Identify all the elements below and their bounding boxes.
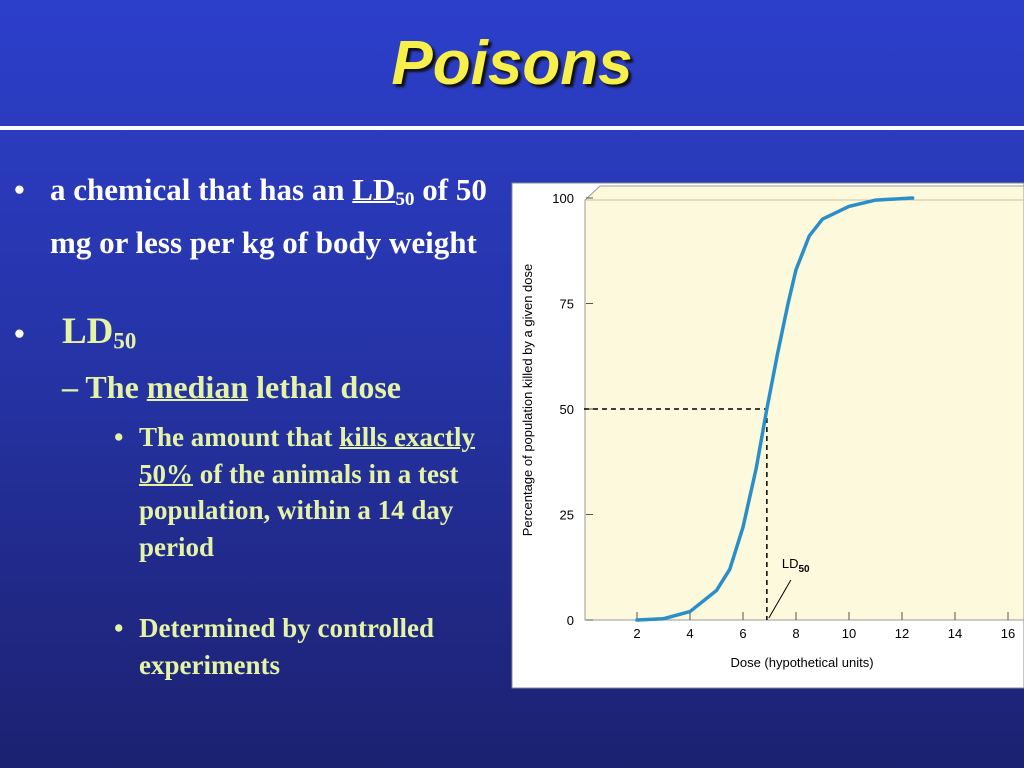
bullet-mark: • xyxy=(114,613,124,643)
annotation: LD50 xyxy=(782,556,810,575)
y-tick-label: 25 xyxy=(560,508,574,523)
sub-sub-bullet: Determined by controlled experiments xyxy=(139,613,434,680)
bullet: LD50 xyxy=(62,310,136,364)
underlined-term: median xyxy=(146,369,249,405)
text: LD xyxy=(62,311,114,352)
text: of the animals in a test population, wit… xyxy=(139,458,459,562)
x-tick-label: 4 xyxy=(686,626,693,641)
y-tick-label: 50 xyxy=(560,402,574,417)
x-tick-label: 2 xyxy=(633,626,640,641)
subscript: 50 xyxy=(113,328,137,354)
text: of 50 mg or less per kg of body weight xyxy=(50,172,487,260)
x-axis-label: Dose (hypothetical units) xyxy=(730,655,873,670)
text: The amount that xyxy=(139,422,333,452)
plot-panel xyxy=(584,185,1024,621)
y-axis-label: Percentage of population killed by a giv… xyxy=(520,264,535,536)
x-tick-label: 14 xyxy=(948,626,962,641)
bullet-mark: • xyxy=(14,316,25,351)
underlined-term: LD50 xyxy=(352,172,415,210)
text: LD xyxy=(352,172,396,207)
subscript: 50 xyxy=(395,188,415,210)
text: lethal dose xyxy=(256,369,401,405)
x-tick-label: 8 xyxy=(792,626,799,641)
y-tick-label: 0 xyxy=(567,613,574,628)
sub-sub-bullet: The amount that kills exactly 50% of the… xyxy=(139,419,484,565)
sub-bullet: – The median lethal dose xyxy=(62,369,401,405)
y-tick-label: 75 xyxy=(560,297,574,312)
annotation-text: LD xyxy=(782,556,799,571)
x-tick-label: 10 xyxy=(842,626,856,641)
x-tick-label: 16 xyxy=(1001,626,1015,641)
curve xyxy=(635,196,915,622)
x-tick-label: 6 xyxy=(739,626,746,641)
underlined-term: kills exactly 50% xyxy=(139,422,476,489)
slide-title: Poisons xyxy=(391,29,633,98)
bullet-mark: • xyxy=(114,422,124,452)
annotation-pointer xyxy=(768,579,792,619)
bullet: a chemical that has an LD50 of 50 mg or … xyxy=(50,168,490,264)
x-tick-label: 12 xyxy=(895,626,909,641)
bullet-mark: • xyxy=(14,172,25,207)
title-rule xyxy=(0,126,1024,130)
y-tick-label: 100 xyxy=(552,191,574,206)
annotation-subscript: 50 xyxy=(798,564,810,575)
text: a chemical that has an xyxy=(50,172,345,207)
text: The xyxy=(85,369,139,405)
